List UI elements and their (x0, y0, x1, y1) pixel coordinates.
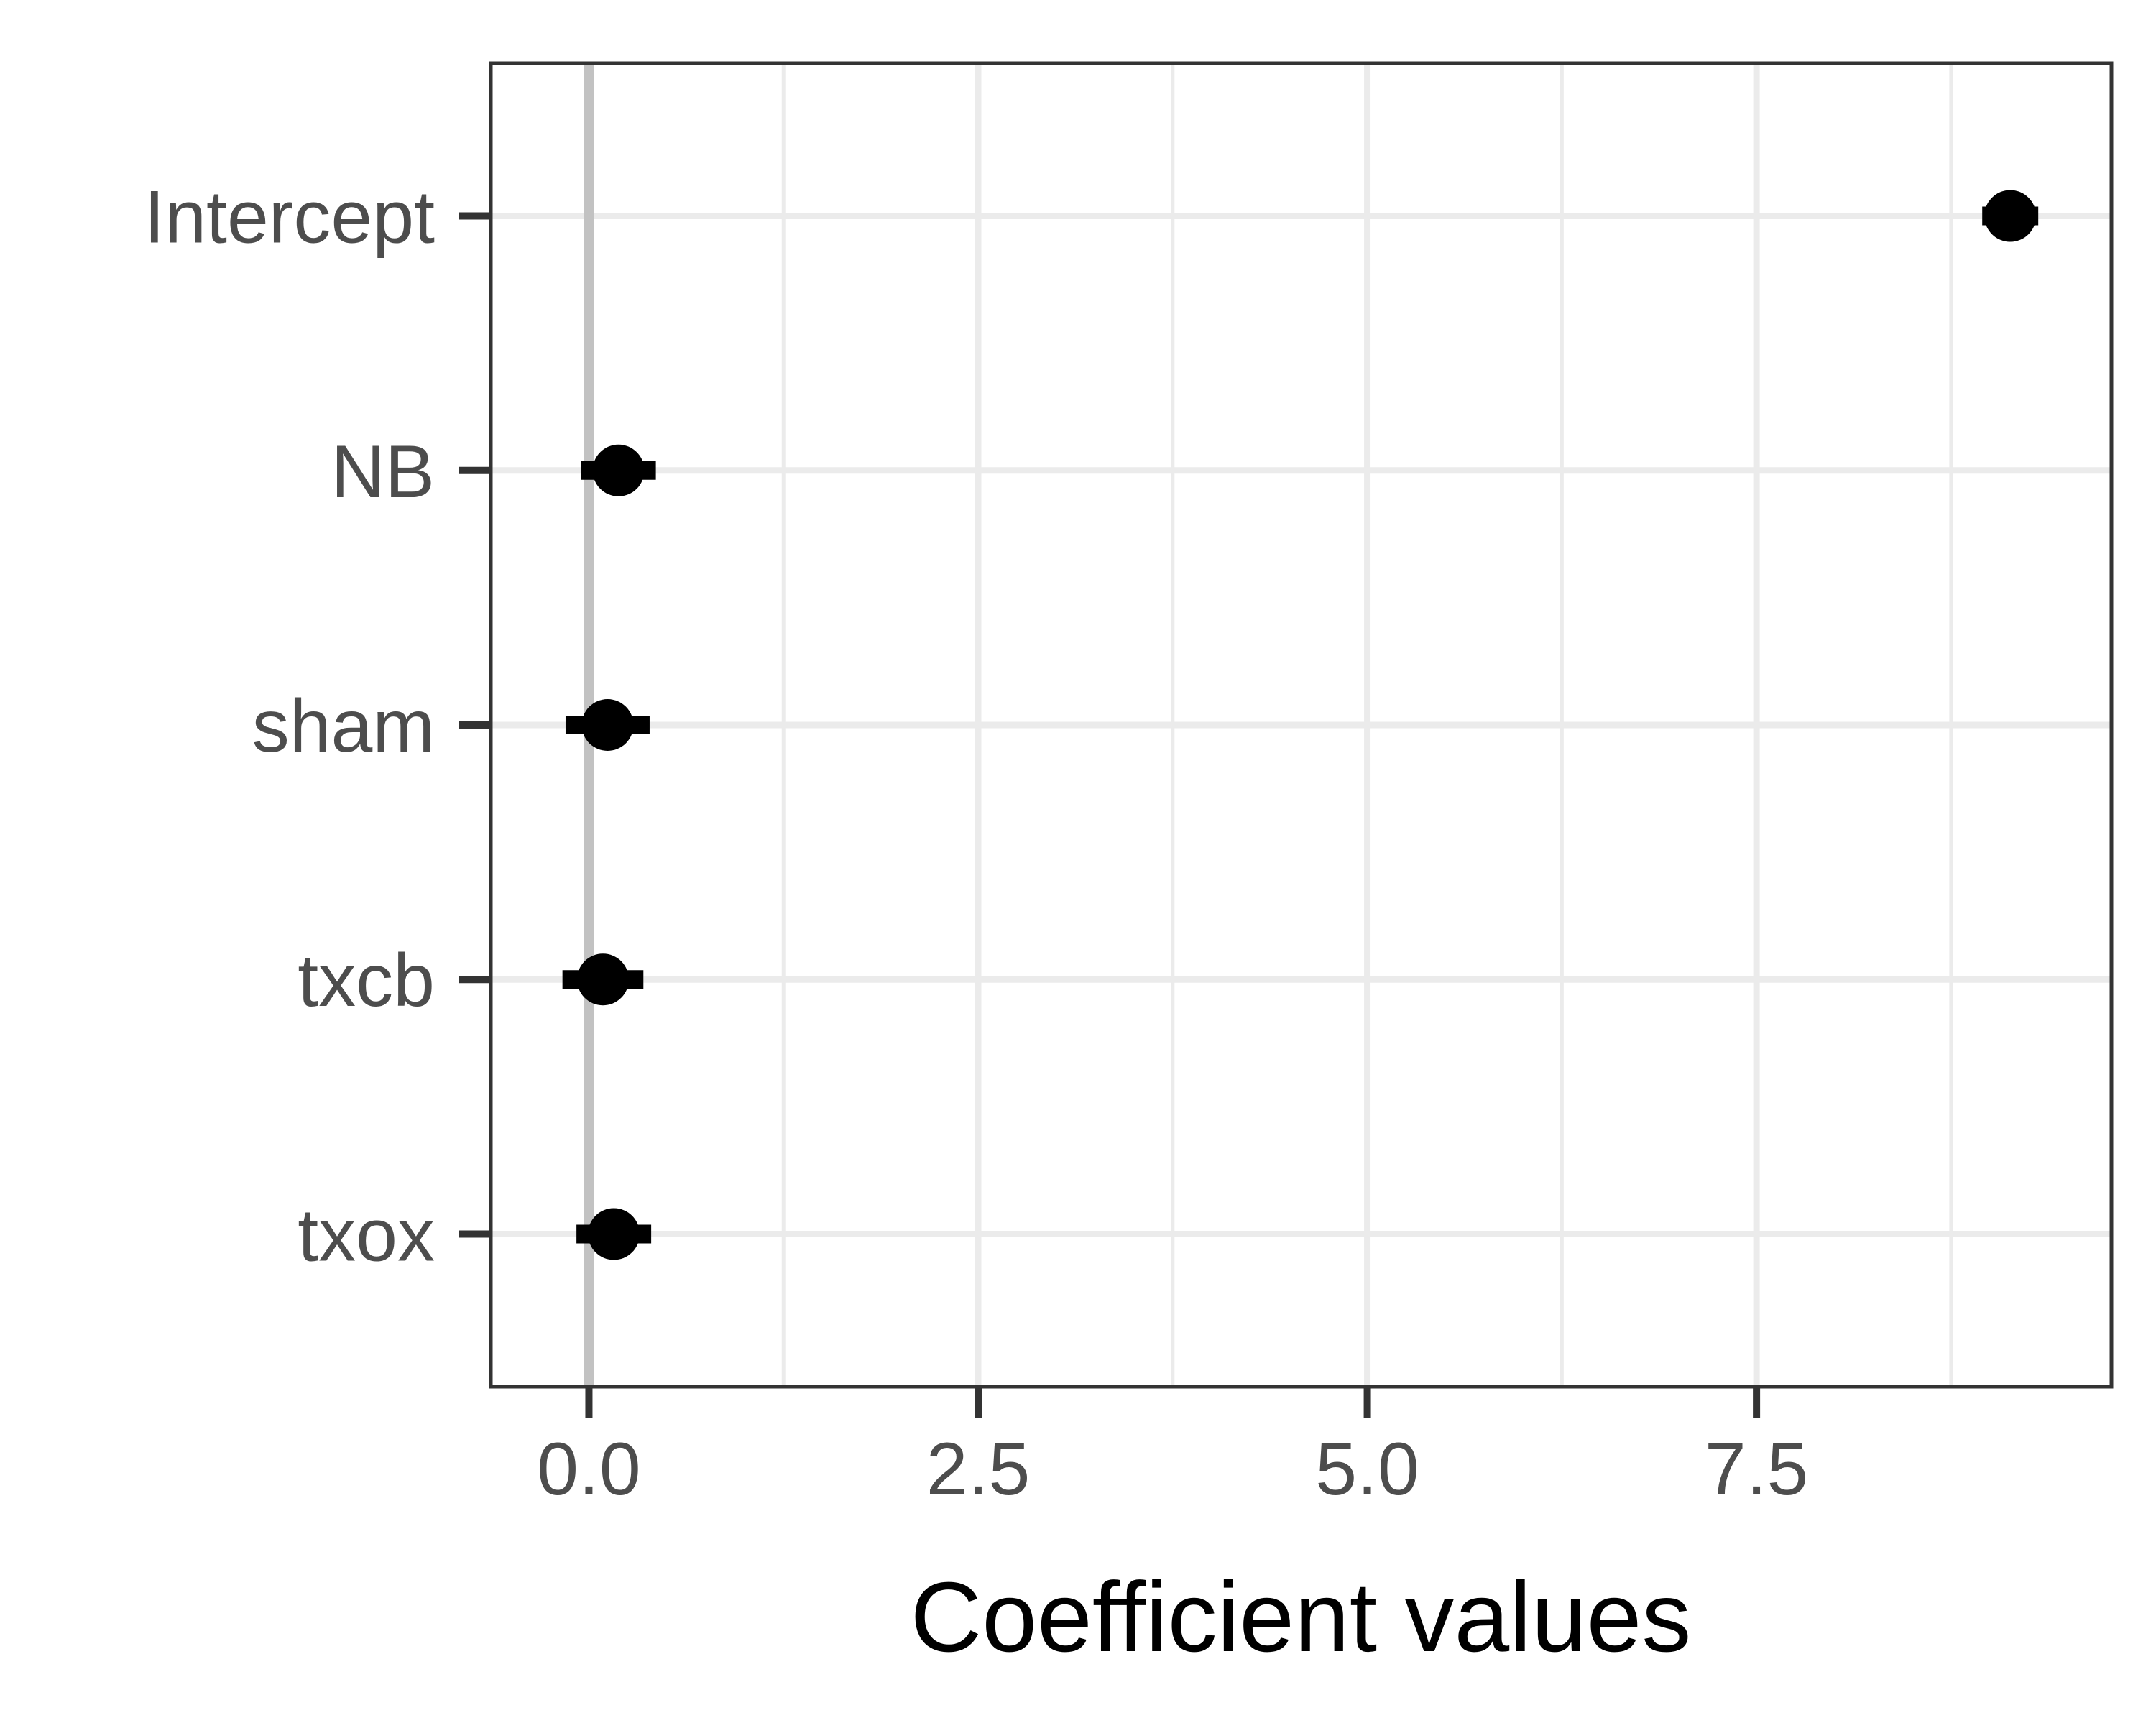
x-tick-label: 7.5 (1705, 1428, 1809, 1511)
x-tick-label: 5.0 (1315, 1428, 1419, 1511)
grid-layer (491, 63, 2111, 1387)
coefficient-point (588, 1208, 640, 1260)
coefficient-point (581, 699, 634, 751)
x-axis-title: Coefficient values (911, 1562, 1692, 1673)
y-tick-label: NB (331, 430, 435, 514)
x-tick-label: 0.0 (537, 1428, 641, 1511)
y-tick-label: txox (298, 1193, 435, 1277)
x-tick-label: 2.5 (926, 1428, 1031, 1511)
axis-layer: Intercept NB sham txcb txox 0.0 2.5 5.0 7.5 (144, 176, 1808, 1511)
y-tick-label: Intercept (144, 176, 435, 259)
y-tick-label: sham (252, 685, 435, 768)
marks-layer (562, 190, 2039, 1260)
y-tick-label: txcb (298, 939, 435, 1022)
coefficient-point (592, 444, 645, 496)
coefficient-point (576, 953, 629, 1006)
coefficient-point (1984, 190, 2037, 242)
